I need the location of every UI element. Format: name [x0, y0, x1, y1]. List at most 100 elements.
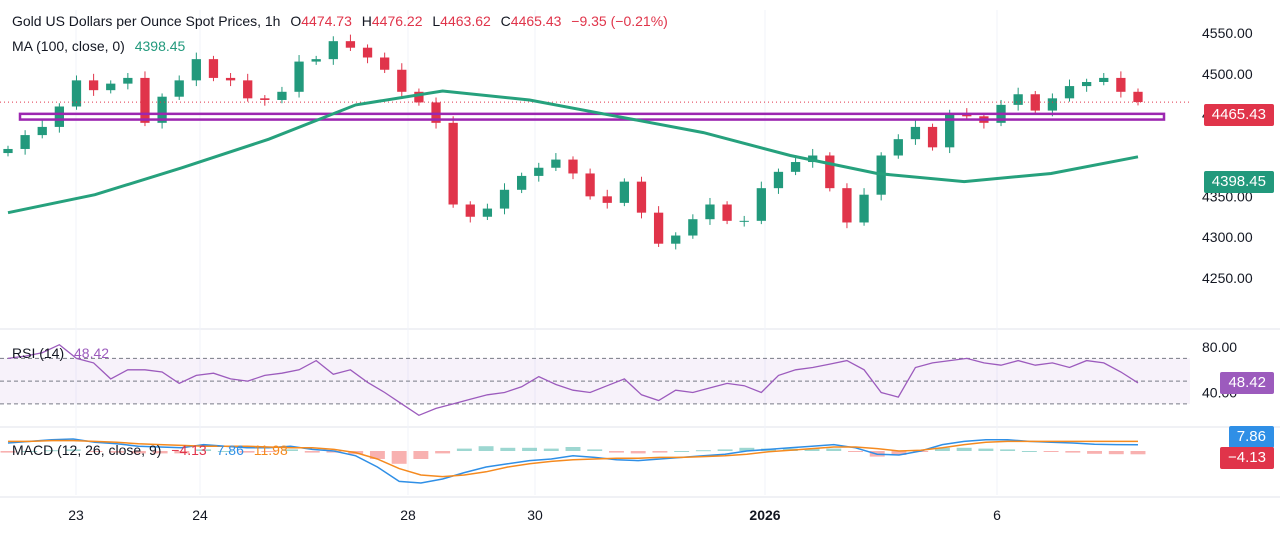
- candle-body: [294, 61, 304, 92]
- rsi-legend[interactable]: RSI (14) 48.42: [12, 345, 115, 361]
- macd-histogram-bar: [978, 448, 994, 451]
- candle-body: [123, 77, 133, 84]
- candle-body: [825, 155, 835, 189]
- candle-body: [1081, 82, 1092, 87]
- candle-body: [842, 188, 852, 223]
- candle-body: [54, 106, 65, 127]
- time-tick-label: 28: [400, 507, 416, 523]
- macd-histogram-bar: [934, 447, 950, 451]
- candle-body: [859, 194, 869, 223]
- candle-body: [3, 148, 13, 154]
- candle-body: [380, 57, 390, 70]
- macd-hist-badge: −4.13: [1220, 447, 1274, 469]
- macd-histogram-bar: [804, 448, 820, 451]
- candle-body: [1099, 77, 1109, 82]
- open-value: O4474.73: [290, 13, 352, 29]
- macd-histogram-bar: [435, 451, 451, 454]
- macd-histogram-bar: [543, 448, 559, 451]
- macd-histogram-bar: [391, 451, 407, 464]
- macd-legend[interactable]: MACD (12, 26, close, 9) −4.13 7.86 11.98: [12, 442, 294, 458]
- candle-body: [414, 91, 424, 103]
- last-price-badge: 4465.43: [1203, 104, 1274, 126]
- macd-histogram-bar: [739, 447, 755, 451]
- macd-line-value: 7.86: [216, 442, 244, 458]
- candle-body: [585, 173, 595, 197]
- low-value: L4463.62: [432, 13, 491, 29]
- rsi-line: [7, 343, 1139, 417]
- close-value: C4465.43: [500, 13, 562, 29]
- candle-body: [191, 59, 201, 81]
- macd-histogram-bar: [87, 451, 103, 452]
- candle-body: [140, 77, 150, 123]
- macd-histogram-bar: [652, 451, 668, 453]
- rsi-value-badge: 48.42: [1220, 372, 1274, 394]
- ma-line: [7, 89, 1139, 215]
- ma-value: 4398.45: [134, 38, 186, 54]
- rsi-label: RSI (14): [12, 345, 65, 361]
- candle-body: [568, 159, 578, 174]
- macd-histogram-bar: [196, 449, 212, 451]
- time-tick-label: 30: [527, 507, 543, 523]
- candle-body: [739, 220, 749, 222]
- macd-pane: [0, 438, 1146, 484]
- macd-histogram-bar: [283, 449, 298, 451]
- macd-histogram-bar: [891, 451, 907, 455]
- candle-body: [910, 126, 921, 140]
- macd-histogram-bar: [456, 448, 472, 451]
- symbol-title[interactable]: Gold US Dollars per Ounce Spot Prices, 1…: [12, 13, 281, 29]
- candle-body: [482, 208, 493, 217]
- candle-body: [174, 80, 184, 97]
- ma-legend[interactable]: MA (100, close, 0) 4398.45: [12, 38, 191, 54]
- macd-signal-value: 11.98: [253, 442, 288, 458]
- candle-body: [362, 47, 373, 58]
- macd-histogram-bar: [695, 450, 711, 452]
- support-zone: [18, 112, 1166, 121]
- price-tick-label: 4250.00: [1202, 270, 1253, 286]
- candle-body: [653, 212, 664, 244]
- macd-histogram-bar: [239, 451, 255, 453]
- macd-histogram-bar: [1130, 451, 1146, 455]
- candle-body: [71, 80, 82, 107]
- price-tick-label: 4500.00: [1202, 66, 1253, 82]
- candle-body: [328, 41, 338, 60]
- macd-label: MACD (12, 26, close, 9): [12, 442, 162, 458]
- macd-histogram-bar: [130, 451, 146, 454]
- macd-histogram-bar: [826, 448, 842, 451]
- macd-histogram-bar: [1021, 451, 1037, 452]
- macd-histogram-bar: [1108, 451, 1124, 455]
- candle-body: [1047, 98, 1058, 111]
- candle-body: [636, 181, 647, 213]
- candle-body: [1030, 94, 1040, 111]
- high-value: H4476.22: [361, 13, 423, 29]
- grid-lines: [0, 10, 1280, 498]
- macd-histogram-bar: [217, 451, 233, 452]
- candle-body: [756, 188, 766, 221]
- macd-histogram-bar: [848, 451, 863, 452]
- macd-histogram-bar: [304, 451, 320, 453]
- candle-body: [516, 175, 527, 190]
- candle-body: [397, 69, 407, 92]
- time-tick-label: 24: [192, 507, 208, 523]
- macd-histogram-bar: [717, 449, 733, 451]
- candle-body: [893, 139, 903, 156]
- candle-body: [671, 235, 681, 244]
- time-tick-label: 23: [68, 507, 84, 523]
- macd-histogram-bar: [152, 451, 168, 454]
- macd-histogram-bar: [1043, 451, 1059, 452]
- candle-body: [551, 159, 561, 168]
- macd-histogram-bar: [326, 451, 342, 453]
- ma-value-badge: 4398.45: [1203, 171, 1274, 193]
- candle-body: [345, 41, 356, 48]
- candle-body: [945, 114, 955, 148]
- candle-body: [773, 171, 784, 189]
- candle-body: [619, 181, 630, 203]
- candle-body: [1133, 91, 1143, 103]
- candle-body: [243, 80, 253, 99]
- macd-histogram-bar: [1065, 451, 1081, 453]
- candle-body: [225, 77, 236, 81]
- macd-histogram-bar: [369, 451, 385, 459]
- candle-body: [722, 204, 732, 221]
- ma-label: MA (100, close, 0): [12, 38, 125, 54]
- macd-histogram-bar: [500, 447, 516, 451]
- candle-body: [790, 162, 801, 172]
